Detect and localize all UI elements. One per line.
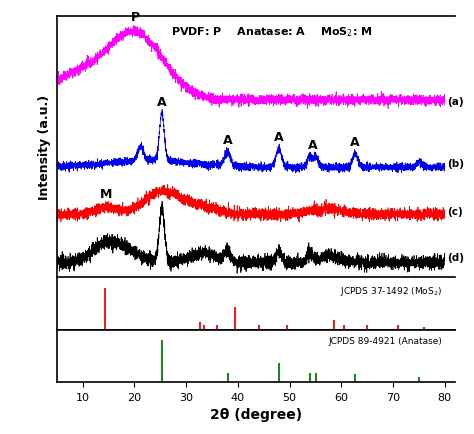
Text: A: A xyxy=(350,136,360,149)
Y-axis label: Intensity (a.u.): Intensity (a.u.) xyxy=(38,95,51,200)
Text: (a): (a) xyxy=(447,97,464,107)
Text: (d): (d) xyxy=(447,253,465,263)
Text: JCPDS 89-4921 (Anatase): JCPDS 89-4921 (Anatase) xyxy=(328,336,442,345)
Text: PVDF: P    Anatase: A    MoS$_2$: M: PVDF: P Anatase: A MoS$_2$: M xyxy=(171,25,373,39)
Text: JCPDS 37-1492 (MoS$_2$): JCPDS 37-1492 (MoS$_2$) xyxy=(340,284,442,297)
X-axis label: 2θ (degree): 2θ (degree) xyxy=(210,407,302,421)
Text: A: A xyxy=(274,130,283,143)
Text: A: A xyxy=(157,96,167,109)
Text: M: M xyxy=(100,187,112,201)
Text: (c): (c) xyxy=(447,207,463,217)
Text: A: A xyxy=(308,138,318,151)
Text: (b): (b) xyxy=(447,159,465,169)
Text: A: A xyxy=(223,134,232,147)
Text: P: P xyxy=(131,11,140,24)
